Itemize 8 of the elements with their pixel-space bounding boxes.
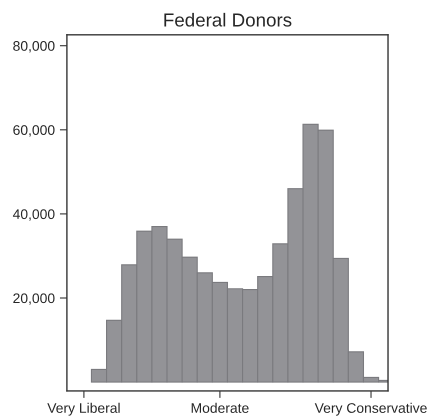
y-tick-label: 60,000 <box>13 125 55 137</box>
y-tick-label: 40,000 <box>12 209 55 221</box>
x-tick-label: Very Conservative <box>314 402 427 416</box>
chart-title: Federal Donors <box>164 12 292 27</box>
x-tick-label: Moderate <box>192 402 249 413</box>
y-tick-label: 20,000 <box>13 293 55 305</box>
y-tick-label: 80,000 <box>13 41 55 53</box>
x-tick-label: Very Liberal <box>47 402 120 416</box>
